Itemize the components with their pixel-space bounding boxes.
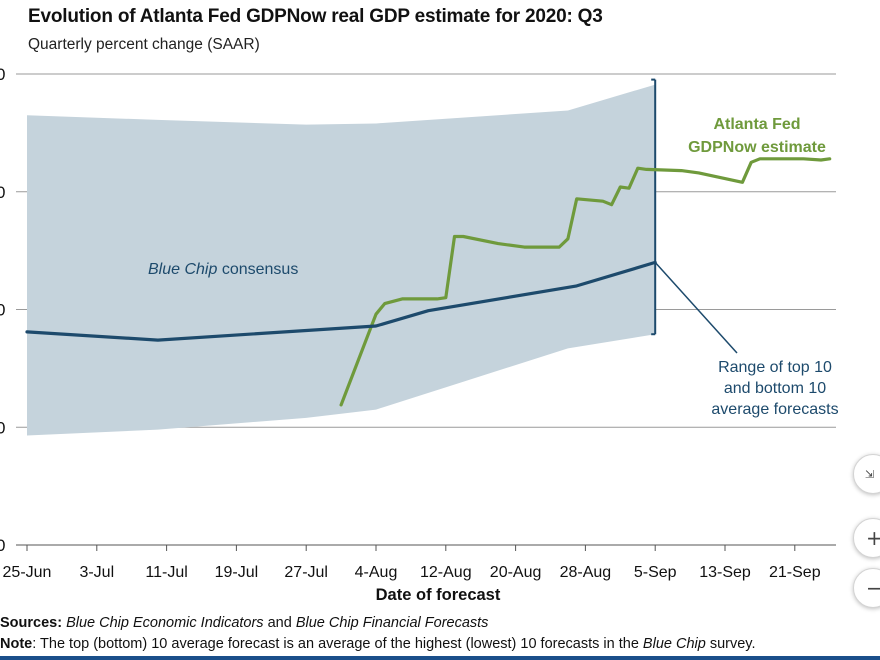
sources-text: Blue Chip Economic Indicators and Blue C…	[62, 615, 488, 631]
y-tick-labels: 0 0 0 0 0	[0, 65, 5, 555]
x-tick-label: 21-Sep	[769, 564, 821, 581]
range-label: and bottom 10	[724, 380, 826, 397]
note-text: : The top (bottom) 10 average forecast i…	[32, 636, 755, 652]
range-label: average forecasts	[711, 401, 838, 418]
x-tick-label: 4-Aug	[355, 564, 398, 581]
chart-title: Evolution of Atlanta Fed GDPNow real GDP…	[28, 6, 603, 27]
annotations: Atlanta Fed GDPNow estimate Blue Chip cons…	[148, 116, 839, 418]
x-axis-label: Date of forecast	[376, 586, 501, 604]
y-tick-label: 0	[0, 183, 5, 202]
fullscreen-icon: ⇲	[865, 467, 875, 481]
note-label: Note	[0, 636, 33, 652]
bottom-rule	[0, 656, 880, 660]
note-line: Note: The top (bottom) 10 average foreca…	[0, 636, 756, 652]
sources-line: Sources: Blue Chip Economic Indicators a…	[0, 615, 488, 631]
series-line-gdpnow	[339, 157, 832, 407]
y-tick-label: 0	[0, 301, 5, 320]
x-tick-label: 27-Jul	[284, 564, 328, 581]
x-tick-label: 11-Jul	[145, 564, 187, 581]
x-tick-label: 5-Sep	[634, 564, 677, 581]
x-tick-label: 13-Sep	[699, 564, 751, 581]
sources-label: Sources:	[0, 615, 63, 631]
series-line-consensus	[25, 260, 657, 342]
consensus-label: Blue Chip consensus	[148, 261, 298, 278]
x-tick-label: 20-Aug	[490, 564, 542, 581]
footer-text-part: and	[263, 615, 296, 631]
y-tick-label: 0	[0, 418, 5, 437]
footer-text-part: Blue Chip	[642, 636, 706, 652]
footer-text-part: : The top (bottom) 10 average forecast i…	[32, 636, 643, 652]
footer-text-part: survey.	[705, 636, 756, 652]
range-label: Range of top 10	[718, 359, 832, 376]
range-pointer	[654, 261, 738, 354]
y-tick-label: 0	[0, 536, 5, 555]
x-tick-labels: 25-Jun 3-Jul 11-Jul 19-Jul 27-Jul 4-Aug 12-Aug…	[3, 545, 821, 581]
y-tick-label: 0	[0, 65, 5, 84]
range-band	[27, 78, 657, 436]
x-tick-label: 3-Jul	[79, 564, 114, 581]
gdpnow-label: Atlanta Fed	[713, 116, 800, 133]
footer-text-part: Blue Chip Economic Indicators	[66, 615, 264, 631]
x-tick-label: 12-Aug	[420, 564, 472, 581]
chart-svg: Atlanta Fed GDPNow estimate Blue Chip cons…	[0, 65, 839, 604]
chart-subtitle: Quarterly percent change (SAAR)	[28, 36, 260, 53]
range-band-area	[27, 84, 656, 436]
zoom-in-button[interactable]: +	[853, 518, 880, 558]
zoom-out-button[interactable]: −	[853, 568, 880, 608]
x-tick-label: 19-Jul	[215, 564, 259, 581]
minus-icon: −	[866, 576, 880, 600]
gdpnow-label: GDPNow estimate	[688, 139, 826, 156]
x-tick-label: 28-Aug	[560, 564, 612, 581]
fullscreen-button[interactable]: ⇲	[853, 454, 880, 494]
footer-text-part: Blue Chip Financial Forecasts	[295, 615, 489, 631]
x-tick-label: 25-Jun	[3, 564, 52, 581]
series-lines	[25, 157, 832, 407]
plus-icon: +	[866, 526, 880, 550]
